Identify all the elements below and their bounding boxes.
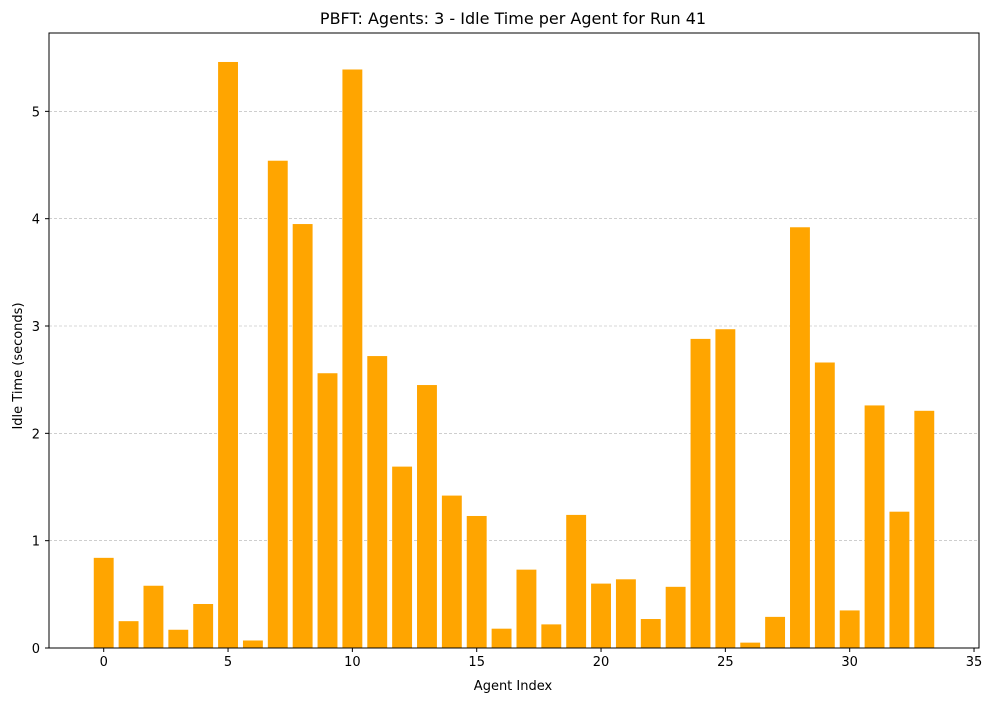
plot-frame: [48, 32, 980, 649]
x-tick-label: 20: [593, 655, 610, 670]
bar: [889, 511, 910, 648]
bar: [367, 356, 388, 648]
bar: [292, 224, 313, 648]
bar: [740, 642, 761, 648]
x-tick-label: 0: [100, 655, 108, 670]
bar: [317, 373, 338, 648]
x-tick-label: 30: [841, 655, 858, 670]
bar: [417, 385, 437, 648]
bar: [690, 338, 711, 648]
bar: [790, 227, 810, 648]
bar: [814, 362, 835, 648]
y-tick-label: 4: [32, 213, 40, 228]
bars: [93, 61, 935, 649]
bar: [242, 640, 263, 648]
bar: [914, 410, 935, 648]
x-tick-label: 25: [717, 655, 734, 670]
x-axis-label: Agent Index: [474, 679, 553, 694]
bar: [193, 603, 214, 648]
bar: [466, 515, 487, 648]
bar: [516, 569, 537, 648]
x-tick-label: 10: [344, 655, 361, 670]
grid-lines: [49, 111, 979, 541]
bar: [566, 514, 587, 648]
bar: [491, 628, 512, 648]
bar: [665, 586, 686, 648]
bar: [143, 585, 164, 648]
chart-title: PBFT: Agents: 3 - Idle Time per Agent fo…: [320, 9, 706, 28]
y-tick-label: 3: [32, 320, 40, 335]
bar: [864, 405, 885, 648]
bar: [392, 466, 413, 648]
bar: [591, 583, 611, 648]
bar: [218, 61, 238, 648]
bar: [640, 619, 661, 648]
bar: [615, 579, 636, 648]
bar: [839, 610, 860, 648]
x-tick-label: 5: [224, 655, 232, 670]
y-tick-label: 2: [32, 427, 40, 442]
bar: [441, 495, 462, 648]
y-tick-label: 0: [32, 642, 40, 657]
bar: [93, 557, 114, 648]
bar: [168, 629, 189, 648]
y-axis-ticks: 0 1 2 3 4 5: [32, 105, 49, 657]
bar: [342, 69, 363, 649]
y-tick-label: 5: [32, 105, 40, 120]
x-tick-label: 35: [966, 655, 983, 670]
y-tick-label: 1: [32, 535, 40, 550]
y-axis-label: Idle Time (seconds): [11, 302, 26, 429]
x-axis-ticks: 0 5 10 15 20 25 30 35: [100, 648, 983, 670]
x-tick-label: 15: [468, 655, 485, 670]
bar: [267, 160, 288, 648]
bar: [715, 329, 736, 648]
bar: [765, 616, 786, 648]
bar: [118, 621, 139, 648]
bar: [541, 624, 562, 648]
